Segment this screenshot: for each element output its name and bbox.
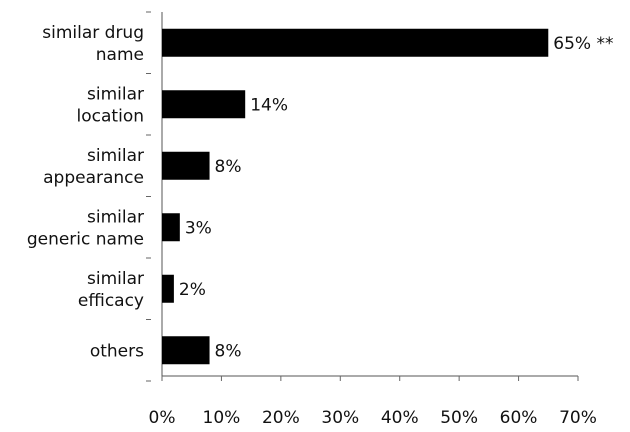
x-tick-label: 20%	[262, 408, 300, 428]
bar-value-label: 3%	[185, 218, 212, 238]
bar-value-label: 2%	[179, 280, 206, 300]
plot-area: 0% 10% 20% 30% 40% 50% 60% 70% 65% ** similar dru…	[27, 11, 613, 428]
category-label: similar location	[77, 84, 144, 126]
x-tick-label: 0%	[149, 408, 176, 428]
x-tick-label: 10%	[203, 408, 241, 428]
category-label: similar efficacy	[78, 269, 144, 311]
x-tick-label: 50%	[440, 408, 478, 428]
category-label: similar appearance	[43, 146, 144, 188]
bar-value-label: 14%	[250, 95, 288, 115]
x-tick-label: 40%	[381, 408, 419, 428]
category-label: others	[90, 341, 144, 361]
x-tick-label: 30%	[321, 408, 359, 428]
bar	[162, 28, 549, 57]
category-label: similar drug name	[42, 23, 144, 65]
bar	[162, 213, 180, 242]
bar	[162, 151, 210, 180]
bar	[162, 274, 174, 303]
bar-value-label: 65% **	[553, 34, 613, 54]
x-tick-label: 60%	[500, 408, 538, 428]
bar	[162, 90, 246, 119]
x-tick-label: 70%	[559, 408, 597, 428]
bar-value-label: 8%	[215, 341, 242, 361]
bar	[162, 336, 210, 365]
category-label: similar generic name	[27, 207, 144, 249]
bar-value-label: 8%	[215, 157, 242, 177]
